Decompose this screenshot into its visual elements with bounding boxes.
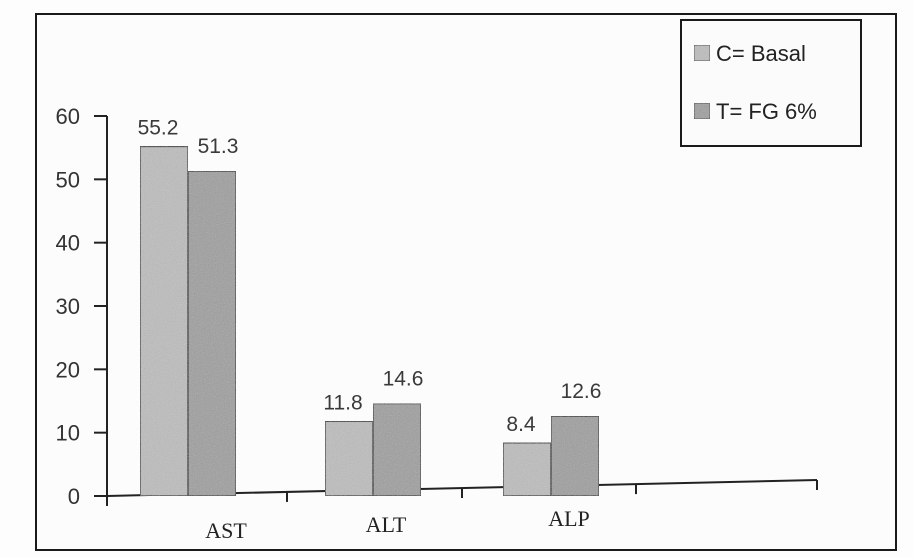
bar-alt-series-2 <box>372 402 422 497</box>
category-label-ast: AST <box>205 518 247 543</box>
bar-ast-series-2 <box>187 170 237 497</box>
data-label: 11.8 <box>323 391 362 414</box>
bars <box>139 145 600 497</box>
bar-ast-series-1 <box>139 145 189 497</box>
y-tick-label: 60 <box>56 104 80 129</box>
data-label: 51.3 <box>198 135 239 158</box>
y-tick-label: 10 <box>56 421 80 446</box>
category-label-alt: ALT <box>366 512 407 537</box>
bar-alt-series-1 <box>324 420 374 497</box>
legend-swatch-fg6 <box>693 102 711 120</box>
y-ticks: 0 10 20 30 40 50 60 <box>56 104 107 509</box>
y-tick-label: 30 <box>56 294 80 319</box>
y-tick-label: 40 <box>56 231 80 256</box>
legend-label-fg6: T= FG 6% <box>716 99 817 124</box>
data-labels: 55.2 11.8 8.4 51.3 14.6 12.6 <box>138 116 602 435</box>
legend: C= Basal T= FG 6% <box>680 19 862 147</box>
legend-swatch-basal <box>693 44 711 62</box>
category-label-alp: ALP <box>548 506 590 531</box>
data-label: 12.6 <box>561 380 602 403</box>
y-tick-label: 20 <box>56 357 80 382</box>
y-tick-label: 50 <box>56 167 80 192</box>
x-ticks <box>106 480 818 506</box>
legend-label-basal: C= Basal <box>716 41 806 66</box>
data-label: 55.2 <box>138 116 179 139</box>
y-tick-label: 0 <box>68 484 80 509</box>
bar-alp-series-1 <box>502 442 552 497</box>
category-labels: AST ALT ALP <box>205 506 590 543</box>
data-label: 14.6 <box>383 368 424 391</box>
bar-alp-series-2 <box>550 415 600 497</box>
data-label: 8.4 <box>506 413 536 436</box>
legend-box <box>680 19 862 147</box>
